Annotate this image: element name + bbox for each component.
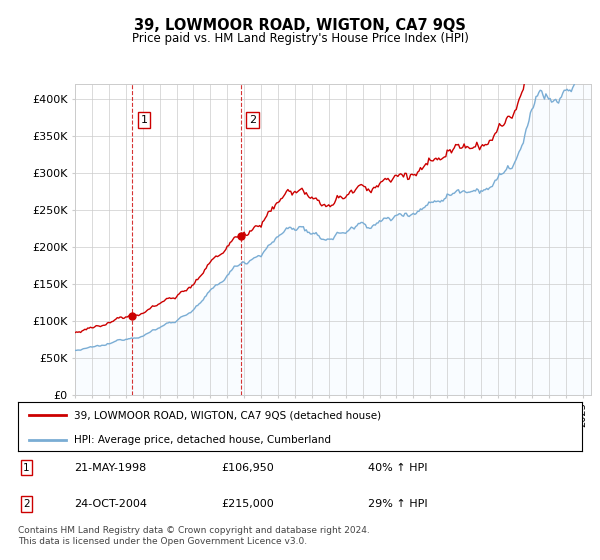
Text: 39, LOWMOOR ROAD, WIGTON, CA7 9QS (detached house): 39, LOWMOOR ROAD, WIGTON, CA7 9QS (detac… [74,410,382,421]
Text: HPI: Average price, detached house, Cumberland: HPI: Average price, detached house, Cumb… [74,435,331,445]
Text: 1: 1 [23,463,30,473]
Text: Contains HM Land Registry data © Crown copyright and database right 2024.
This d: Contains HM Land Registry data © Crown c… [18,526,370,546]
Text: Price paid vs. HM Land Registry's House Price Index (HPI): Price paid vs. HM Land Registry's House … [131,32,469,45]
Text: 39, LOWMOOR ROAD, WIGTON, CA7 9QS: 39, LOWMOOR ROAD, WIGTON, CA7 9QS [134,18,466,33]
Text: 40% ↑ HPI: 40% ↑ HPI [368,463,427,473]
Text: 24-OCT-2004: 24-OCT-2004 [74,499,148,509]
Text: 21-MAY-1998: 21-MAY-1998 [74,463,146,473]
Text: 1: 1 [140,115,148,125]
Text: £215,000: £215,000 [221,499,274,509]
Text: 29% ↑ HPI: 29% ↑ HPI [368,499,427,509]
Text: 2: 2 [249,115,256,125]
Text: £106,950: £106,950 [221,463,274,473]
Text: 2: 2 [23,499,30,509]
